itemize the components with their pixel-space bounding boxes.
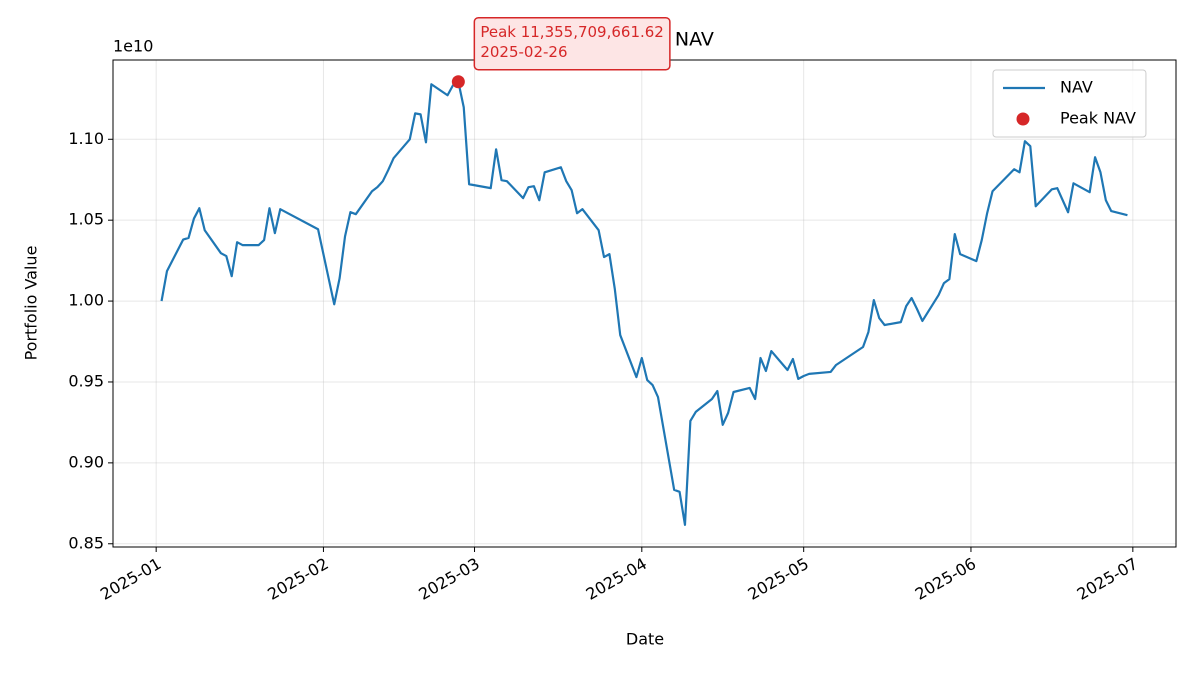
annotation-text: 2025-02-26 <box>480 43 567 61</box>
y-tick-label: 1.00 <box>68 291 104 310</box>
x-tick-label: 2025-04 <box>583 554 650 604</box>
x-axis-label: Date <box>626 630 664 649</box>
x-tick-label: 2025-03 <box>415 554 482 604</box>
x-tick-label: 2025-05 <box>745 554 812 604</box>
legend-label: Peak NAV <box>1060 109 1136 128</box>
annotation-text: Peak 11,355,709,661.62 <box>480 23 664 41</box>
y-tick-label: 0.95 <box>68 371 104 390</box>
legend: NAV Peak NAV <box>992 69 1147 138</box>
x-tick-label: 2025-02 <box>264 554 331 604</box>
y-axis-label: Portfolio Value <box>22 246 41 361</box>
nav-line <box>160 80 1128 526</box>
x-tick-label: 2025-01 <box>97 554 164 604</box>
legend-label: NAV <box>1060 78 1093 97</box>
x-tick-label: 2025-07 <box>1074 554 1141 604</box>
legend-box <box>992 69 1147 138</box>
peak-annotation: Peak 11,355,709,661.62 2025-02-26 <box>473 16 671 71</box>
x-tick-label: 2025-06 <box>912 554 979 604</box>
y-tick-label: 1.05 <box>68 210 104 229</box>
legend-marker <box>1016 112 1030 126</box>
peak-marker <box>451 75 465 89</box>
y-tick-label: 0.90 <box>68 452 104 471</box>
y-tick-label: 1.10 <box>68 129 104 148</box>
y-tick-label: 0.85 <box>68 533 104 552</box>
annotation-box <box>473 16 671 71</box>
y-offset-label: 1e10 <box>113 37 153 56</box>
